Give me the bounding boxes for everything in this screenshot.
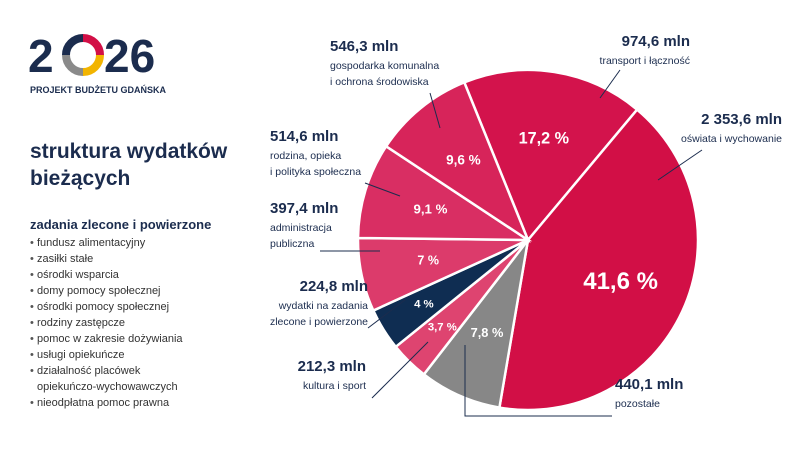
logo-ring bbox=[62, 34, 104, 76]
list-item: nieodpłatna pomoc prawna bbox=[37, 397, 170, 409]
percent-label: 9,6 % bbox=[446, 153, 481, 168]
leader-line bbox=[364, 182, 401, 197]
amount-label: 974,6 mln bbox=[622, 33, 690, 50]
bullet: • bbox=[30, 333, 34, 345]
pie-slice bbox=[462, 68, 639, 243]
list-item: ośrodki pomocy społecznej bbox=[37, 301, 169, 313]
percent-label: 7 % bbox=[417, 253, 439, 267]
percent-label: 7,8 % bbox=[471, 325, 504, 340]
amount-label: 397,4 mln bbox=[270, 200, 338, 217]
amount-label: 224,8 mln bbox=[300, 278, 368, 295]
leader-line bbox=[371, 341, 429, 399]
pie-chart: 17,2 % 41,6 % 7,8 % 3,7 % 4 % 7 % 9,1 % 9,6 % 97… bbox=[270, 33, 782, 417]
bullet: • bbox=[30, 253, 34, 265]
category-description: administracja bbox=[270, 222, 332, 234]
bullet: • bbox=[30, 317, 34, 329]
bullet: • bbox=[30, 397, 34, 409]
pie-slice bbox=[356, 144, 533, 242]
leader-line bbox=[367, 299, 406, 329]
pie-slice bbox=[497, 107, 700, 412]
category-description: zlecone i powierzone bbox=[270, 316, 368, 328]
percent-label: 9,1 % bbox=[413, 202, 447, 217]
list-item: ośrodki wsparcia bbox=[37, 269, 120, 281]
leader-line bbox=[599, 69, 621, 99]
amount-label: 440,1 mln bbox=[615, 376, 683, 393]
category-description: publiczna bbox=[270, 238, 315, 250]
category-description: kultura i sport bbox=[303, 380, 366, 392]
category-description: i polityka społeczna bbox=[270, 166, 361, 178]
category-description: pozostałe bbox=[615, 398, 660, 410]
list-item: zasiłki stałe bbox=[37, 253, 93, 265]
sidebar-title: struktura wydatków bbox=[30, 140, 228, 163]
logo: 2 26 PROJEKT BUDŻETU GDAŃSKA bbox=[28, 30, 167, 95]
amount-label: 2 353,6 mln bbox=[701, 111, 782, 128]
sidebar-title: bieżących bbox=[30, 167, 130, 190]
category-description: oświata i wychowanie bbox=[681, 133, 782, 145]
list-item: pomoc w zakresie dożywiania bbox=[37, 333, 183, 345]
leader-line bbox=[464, 345, 612, 417]
list-item: domy pomocy społecznej bbox=[37, 285, 161, 297]
category-description: rodzina, opieka bbox=[270, 150, 341, 162]
amount-label: 546,3 mln bbox=[330, 38, 398, 55]
bullet: • bbox=[30, 237, 34, 249]
logo-right: 26 bbox=[104, 30, 155, 82]
percent-label: 4 % bbox=[414, 298, 434, 310]
bullet: • bbox=[30, 285, 34, 297]
category-description: gospodarka komunalna bbox=[330, 60, 439, 72]
amount-label: 514,6 mln bbox=[270, 128, 338, 145]
list-item: działalność placówek bbox=[37, 365, 141, 377]
sidebar-subtitle: zadania zlecone i powierzone bbox=[30, 217, 211, 232]
leader-line bbox=[657, 149, 703, 181]
logo-left: 2 bbox=[28, 30, 54, 82]
list-item: fundusz alimentacyjny bbox=[37, 237, 146, 249]
category-description: transport i łączność bbox=[600, 55, 690, 67]
category-description: i ochrona środowiska bbox=[330, 76, 429, 88]
category-description: wydatki na zadania bbox=[278, 300, 368, 312]
bullet: • bbox=[30, 349, 34, 361]
bullet: • bbox=[30, 269, 34, 281]
logo-caption: PROJEKT BUDŻETU GDAŃSKA bbox=[30, 85, 167, 95]
percent-label: 41,6 % bbox=[583, 268, 658, 295]
list-item: opiekuńczo-wychowawczych bbox=[37, 381, 178, 393]
percent-label: 17,2 % bbox=[519, 130, 569, 148]
list-item: rodziny zastępcze bbox=[37, 317, 125, 329]
bullet: • bbox=[30, 301, 34, 313]
sidebar: struktura wydatków bieżących zadania zleco… bbox=[30, 140, 228, 409]
percent-label: 3,7 % bbox=[428, 321, 457, 333]
list-item: usługi opiekuńcze bbox=[37, 349, 124, 361]
pie-slice bbox=[384, 80, 531, 244]
bullet: • bbox=[30, 365, 34, 377]
leader-line bbox=[429, 92, 441, 129]
amount-label: 212,3 mln bbox=[298, 358, 366, 375]
